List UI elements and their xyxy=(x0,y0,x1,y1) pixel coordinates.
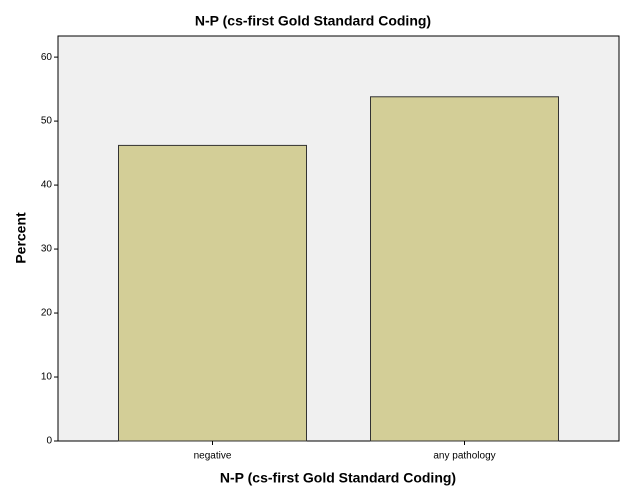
x-tick-label: negative xyxy=(194,451,232,462)
y-axis-label: Percent xyxy=(13,212,29,264)
x-tick-label: any pathology xyxy=(433,451,495,462)
y-tick-label: 50 xyxy=(41,116,53,127)
chart-title: N-P (cs-first Gold Standard Coding) xyxy=(195,13,431,29)
y-tick-label: 20 xyxy=(41,308,53,319)
y-tick-label: 10 xyxy=(41,372,53,383)
y-tick-label: 60 xyxy=(41,52,53,63)
x-axis-label: N-P (cs-first Gold Standard Coding) xyxy=(220,470,456,486)
y-tick-label: 40 xyxy=(41,180,53,191)
y-tick-label: 30 xyxy=(41,244,53,255)
bar xyxy=(370,96,559,442)
bar xyxy=(118,144,307,442)
y-tick-label: 0 xyxy=(46,436,52,447)
